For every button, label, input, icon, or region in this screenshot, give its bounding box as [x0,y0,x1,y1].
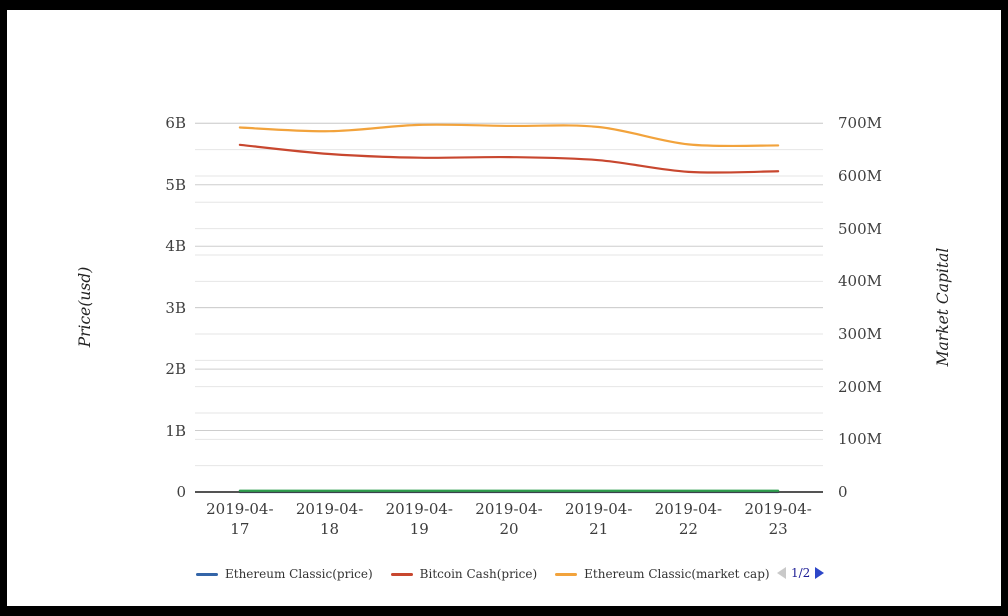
left-axis-tick-label: 6B [165,114,186,133]
gridlines-right-axis [195,122,823,467]
right-axis-title: Market Capital [934,247,952,367]
legend-label: Ethereum Classic(price) [225,567,373,581]
legend-pager: 1/2 [777,565,825,581]
legend-line-marker-icon [555,572,578,576]
x-axis-tick-label: 2019-04- 21 [565,500,633,538]
legend-label: Bitcoin Cash(price) [419,567,538,581]
chart-legend: Ethereum Classic(price) Bitcoin Cash(pric… [196,566,770,582]
right-axis-tick-label: 0 [838,483,848,501]
right-axis-tick-label: 600M [838,166,882,185]
right-axis-tick-label: 200M [838,377,882,396]
right-axis-tick-label: 400M [838,272,882,291]
left-axis-title: Price(usd) [76,266,94,348]
right-axis-tick-label: 500M [838,219,882,238]
left-axis-tick-label: 1B [165,421,186,440]
legend-line-marker-icon [390,572,413,576]
x-axis-tick-label: 2019-04- 22 [654,500,723,538]
legend-item-ethereum-classicmarket-cap[interactable]: Ethereum Classic(market cap) [555,567,770,581]
right-axis-tick-label: 100M [838,430,882,449]
legend-item-ethereum-classicprice[interactable]: Ethereum Classic(price) [196,567,373,581]
x-axis-tick-label: 2019-04- 19 [385,500,453,538]
left-axis-tick-label: 5B [165,175,186,194]
legend-label: Ethereum Classic(market cap) [584,567,770,581]
left-axis-tick-label: 3B [165,298,186,317]
right-axis-tick-label: 700M [838,114,882,133]
left-axis-tick-label: 2B [165,360,186,379]
legend-next-page-arrow[interactable] [815,567,825,579]
x-axis-tick-label: 2019-04- 18 [295,500,364,538]
right-axis-tick-label: 300M [838,324,882,343]
series-line-2 [238,123,780,148]
left-axis-tick-label: 0 [176,483,186,501]
x-axis-tick-label: 2019-04- 20 [475,500,543,538]
legend-prev-page-arrow[interactable] [777,567,786,579]
left-axis-tick-label: 4B [165,237,186,256]
series-line-1 [238,143,780,174]
x-axis-tick-label: 2019-04- 17 [206,500,274,538]
legend-line-marker-icon [196,572,218,576]
series-lines [238,123,780,492]
gridlines-left-axis [195,122,823,432]
legend-item-bitcoin-cashprice[interactable]: Bitcoin Cash(price) [390,567,538,581]
legend-page-indicator: 1/2 [791,566,811,580]
x-axis-tick-label: 2019-04- 23 [744,500,812,538]
